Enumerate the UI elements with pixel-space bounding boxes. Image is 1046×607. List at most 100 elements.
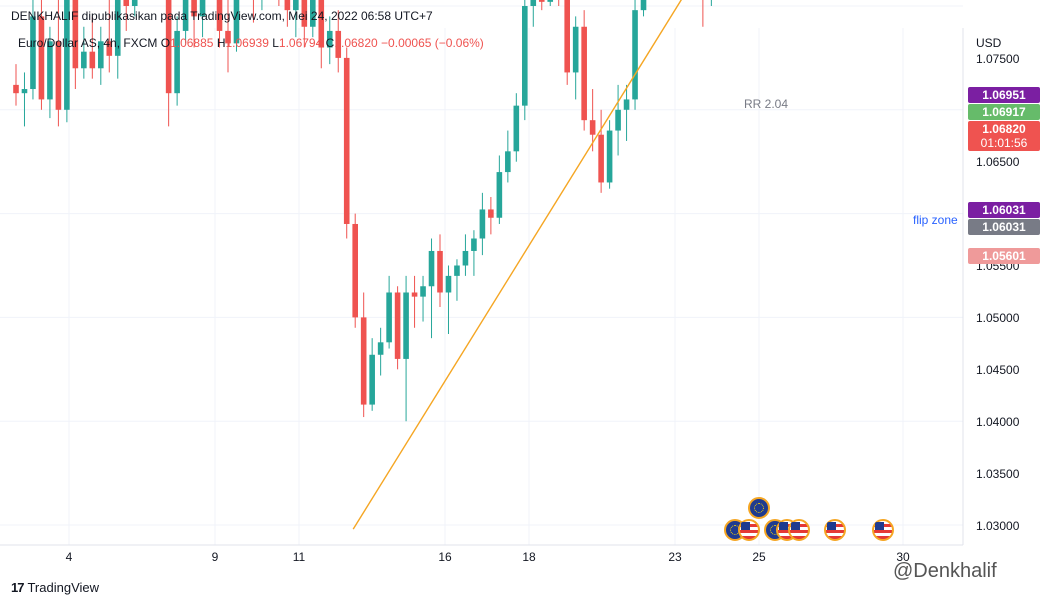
candle-body[interactable]: [182, 0, 189, 31]
candle-body[interactable]: [64, 0, 70, 110]
date-tick: 9: [211, 550, 219, 564]
candle-body[interactable]: [352, 223, 358, 318]
candle-body[interactable]: [233, 0, 240, 44]
price-tick: 1.04500: [976, 363, 1020, 377]
candle-body[interactable]: [640, 0, 647, 11]
candle-body[interactable]: [471, 238, 477, 251]
candle-body[interactable]: [589, 120, 596, 135]
candle-body[interactable]: [403, 292, 409, 359]
candle-body[interactable]: [522, 6, 528, 106]
date-tick: 30: [896, 550, 910, 564]
candles: [13, 0, 712, 422]
candle-body[interactable]: [428, 250, 435, 287]
candle-body[interactable]: [55, 41, 62, 110]
candle-body[interactable]: [98, 41, 104, 69]
price-tick: 1.03000: [976, 519, 1020, 533]
price-tick: 1.03500: [976, 467, 1020, 481]
candle-body[interactable]: [123, 0, 130, 6]
candle-body[interactable]: [369, 354, 375, 405]
candle-body[interactable]: [38, 16, 45, 100]
candle-body[interactable]: [513, 105, 520, 152]
candle-body[interactable]: [505, 151, 511, 173]
candle-body[interactable]: [131, 0, 138, 6]
candle-body[interactable]: [377, 342, 384, 355]
candle-body[interactable]: [623, 99, 630, 110]
candle-body[interactable]: [165, 0, 172, 94]
close-value: 1.06820: [334, 36, 378, 50]
candle-body[interactable]: [199, 0, 206, 17]
candle-body[interactable]: [445, 275, 452, 293]
risk-reward-label[interactable]: RR 2.04: [744, 97, 789, 111]
logo-mark-icon: 17: [11, 580, 25, 595]
flip-level-badge-2: 1.06031: [968, 219, 1040, 235]
currency-label[interactable]: USD: [976, 36, 1002, 50]
eu-flag-icon[interactable]: [748, 497, 770, 519]
candle-body[interactable]: [547, 0, 554, 2]
candle-body[interactable]: [437, 250, 443, 293]
us-flag-icon[interactable]: [824, 519, 846, 541]
candle-body[interactable]: [420, 286, 426, 297]
candle-body[interactable]: [174, 30, 180, 94]
candle-body[interactable]: [47, 41, 53, 100]
current-price: 1.06820: [982, 122, 1026, 136]
candle-body[interactable]: [225, 30, 231, 44]
candle-body[interactable]: [386, 292, 392, 343]
candle-body[interactable]: [343, 57, 350, 224]
trendline[interactable]: [352, 0, 819, 530]
candle-body[interactable]: [538, 0, 545, 2]
candle-body[interactable]: [301, 0, 308, 27]
candle-body[interactable]: [72, 0, 79, 69]
candle-body[interactable]: [411, 292, 418, 297]
candle-body[interactable]: [293, 0, 299, 11]
candle-body[interactable]: [89, 51, 96, 69]
bar-countdown: 01:01:56: [980, 136, 1028, 150]
candle-body[interactable]: [462, 250, 469, 266]
candle-body[interactable]: [360, 317, 367, 405]
candle-body[interactable]: [191, 0, 197, 17]
us-flag-icon[interactable]: [872, 519, 894, 541]
candle-body[interactable]: [13, 84, 19, 94]
date-tick: 25: [752, 550, 766, 564]
logo-text: TradingView: [27, 580, 100, 595]
candle-body[interactable]: [530, 0, 537, 7]
stop-price-badge: 1.05601: [968, 248, 1040, 264]
candle-body[interactable]: [30, 16, 36, 90]
candle-body[interactable]: [216, 0, 223, 31]
candle-body[interactable]: [488, 209, 494, 218]
flip-zone-label[interactable]: flip zone: [913, 213, 958, 227]
grid: [0, 5, 963, 545]
tradingview-logo[interactable]: 17 TradingView: [11, 580, 99, 595]
candle-body[interactable]: [572, 26, 579, 73]
low-key: L: [272, 36, 279, 50]
candle-body[interactable]: [606, 130, 613, 183]
symbol-label[interactable]: Euro/Dollar AS, 4h, FXCM: [18, 36, 158, 50]
candle-body[interactable]: [615, 109, 621, 131]
candle-body[interactable]: [581, 26, 587, 121]
target-price-badge: 1.06951: [968, 87, 1040, 103]
candle-body[interactable]: [318, 0, 325, 48]
candle-body[interactable]: [310, 0, 316, 27]
current-price-badge: 1.06820 01:01:56: [968, 121, 1040, 151]
candle-body[interactable]: [564, 0, 570, 73]
candle-body[interactable]: [21, 89, 28, 94]
price-tick: 1.06500: [976, 155, 1020, 169]
candle-body[interactable]: [326, 30, 333, 48]
us-flag-icon[interactable]: [738, 519, 760, 541]
entry-high-badge: 1.06917: [968, 104, 1040, 120]
candle-body[interactable]: [496, 172, 503, 218]
us-flag-icon[interactable]: [788, 519, 810, 541]
candle-body[interactable]: [114, 0, 121, 56]
candle-body[interactable]: [632, 10, 638, 100]
candle-body[interactable]: [335, 30, 342, 58]
candle-body[interactable]: [106, 41, 113, 56]
candle-body[interactable]: [284, 0, 291, 11]
candle-body[interactable]: [598, 134, 604, 183]
candle-body[interactable]: [394, 292, 401, 359]
date-tick: 16: [438, 550, 452, 564]
date-tick: 4: [65, 550, 73, 564]
ohlc-legend[interactable]: Euro/Dollar AS, 4h, FXCM O1.06885 H1.069…: [18, 36, 484, 50]
candle-body[interactable]: [479, 209, 486, 239]
candle-body[interactable]: [454, 265, 460, 276]
candle-body[interactable]: [81, 51, 87, 69]
